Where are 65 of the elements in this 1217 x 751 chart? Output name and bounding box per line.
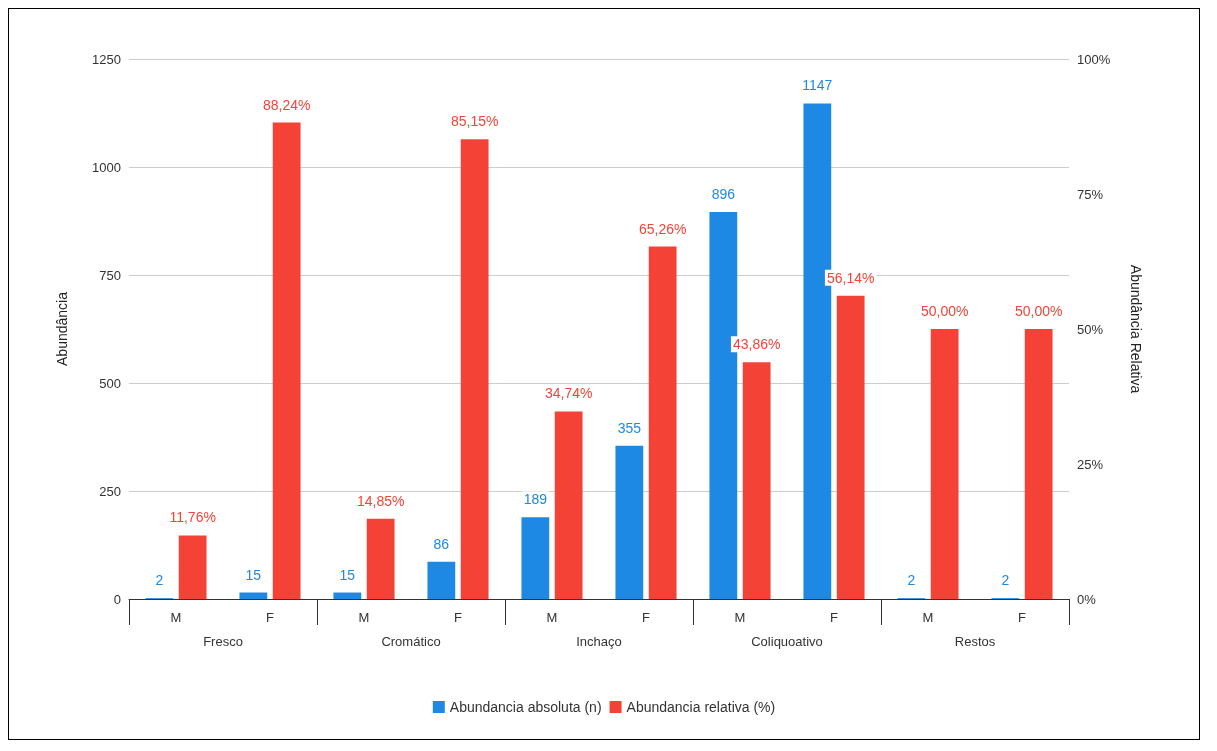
x-tick-label: M bbox=[546, 610, 558, 625]
bar bbox=[836, 295, 865, 599]
data-label: 2 bbox=[155, 572, 164, 589]
data-label: 50,00% bbox=[920, 303, 969, 319]
y-tick-label: 750 bbox=[99, 267, 121, 283]
x-tick-label: M bbox=[358, 610, 370, 625]
data-label: 50,00% bbox=[1014, 303, 1063, 319]
x-tick-label: F bbox=[830, 610, 839, 625]
data-label: 85,15% bbox=[450, 113, 499, 130]
bar bbox=[460, 139, 489, 599]
x-tick-label: F bbox=[454, 610, 463, 625]
bar bbox=[615, 445, 644, 599]
text: Coliquoativo bbox=[751, 634, 823, 649]
y-tick-label: 0 bbox=[113, 591, 121, 607]
bar bbox=[239, 592, 268, 599]
x-tick-label: F bbox=[1018, 610, 1027, 625]
y-tick-label: 1250 bbox=[92, 51, 121, 67]
data-label: 86 bbox=[433, 535, 450, 552]
data-label: 15 bbox=[339, 566, 356, 583]
x-tick-label: M bbox=[734, 610, 746, 625]
y-tick-label: 1000 bbox=[92, 159, 121, 175]
data-label: 11,76% bbox=[169, 509, 216, 526]
y2-tick-label: 75% bbox=[1077, 186, 1104, 202]
x-tick-label: F bbox=[642, 610, 651, 625]
data-label: 65,26% bbox=[638, 220, 687, 237]
bar bbox=[648, 246, 677, 599]
bar bbox=[333, 592, 362, 599]
data-label: 189 bbox=[523, 491, 548, 508]
data-label: 355 bbox=[617, 419, 642, 436]
data-label: 15 bbox=[245, 566, 262, 583]
data-label: 2 bbox=[1001, 572, 1010, 589]
data-label: 34,74% bbox=[544, 385, 593, 402]
legend-label: Abundancia absoluta (n) bbox=[449, 699, 602, 715]
text: Fresco bbox=[203, 634, 243, 649]
y2-tick-label: 25% bbox=[1077, 456, 1104, 472]
y2-tick-label: 50% bbox=[1077, 321, 1104, 337]
x-tick-label: M bbox=[922, 610, 934, 625]
data-label: 2 bbox=[907, 572, 916, 589]
data-label: 896 bbox=[711, 185, 736, 202]
bar bbox=[272, 122, 301, 599]
text: Inchaço bbox=[576, 634, 622, 649]
text: Cromático bbox=[381, 634, 441, 649]
bar bbox=[554, 411, 583, 599]
bar bbox=[930, 329, 959, 599]
bar bbox=[427, 561, 456, 599]
bar bbox=[1024, 329, 1053, 599]
y-tick-label: 250 bbox=[99, 483, 121, 499]
bar bbox=[178, 535, 207, 599]
data-label: 43,86% bbox=[732, 336, 781, 353]
x-tick-label: M bbox=[170, 610, 182, 625]
data-label: 56,14% bbox=[826, 269, 875, 286]
data-label: 1147 bbox=[802, 77, 833, 94]
bar bbox=[366, 518, 395, 599]
y2-tick-label: 100% bbox=[1077, 51, 1111, 67]
data-label: 88,24% bbox=[262, 96, 311, 113]
y2-axis-title: Abundância Relativa bbox=[1128, 264, 1144, 394]
y2-tick-label: 0% bbox=[1077, 591, 1097, 607]
bar bbox=[742, 362, 771, 599]
y-tick-label: 500 bbox=[99, 375, 121, 391]
x-tick-label: F bbox=[266, 610, 275, 625]
data-label: 14,85% bbox=[356, 492, 405, 509]
text: Restos bbox=[954, 634, 996, 649]
y-axis-title: Abundância bbox=[54, 291, 70, 366]
bar bbox=[521, 517, 550, 599]
legend-label: Abundancia relativa (%) bbox=[626, 699, 776, 715]
